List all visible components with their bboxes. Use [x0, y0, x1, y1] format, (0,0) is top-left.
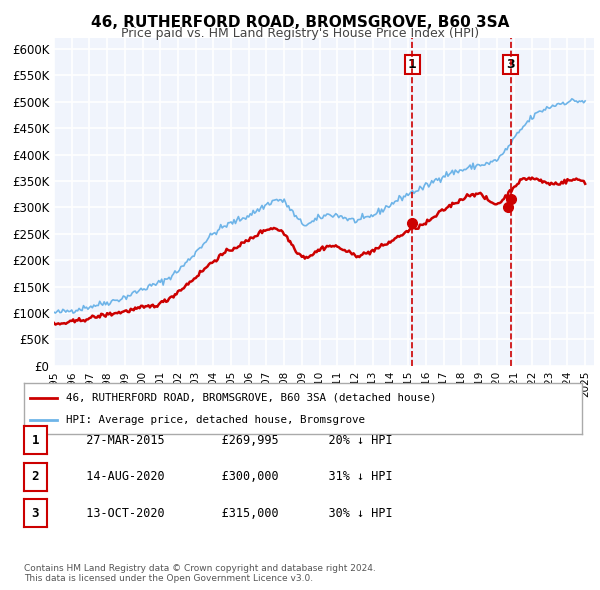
- Text: 14-AUG-2020        £300,000       31% ↓ HPI: 14-AUG-2020 £300,000 31% ↓ HPI: [72, 470, 392, 483]
- Text: 3: 3: [506, 58, 515, 71]
- Text: HPI: Average price, detached house, Bromsgrove: HPI: Average price, detached house, Brom…: [66, 415, 365, 425]
- Text: 1: 1: [32, 434, 39, 447]
- Text: 46, RUTHERFORD ROAD, BROMSGROVE, B60 3SA (detached house): 46, RUTHERFORD ROAD, BROMSGROVE, B60 3SA…: [66, 392, 436, 402]
- Text: 13-OCT-2020        £315,000       30% ↓ HPI: 13-OCT-2020 £315,000 30% ↓ HPI: [72, 507, 392, 520]
- Text: Contains HM Land Registry data © Crown copyright and database right 2024.
This d: Contains HM Land Registry data © Crown c…: [24, 563, 376, 583]
- Text: 3: 3: [32, 507, 39, 520]
- Text: Price paid vs. HM Land Registry's House Price Index (HPI): Price paid vs. HM Land Registry's House …: [121, 27, 479, 40]
- Text: 2: 2: [32, 470, 39, 483]
- Text: 1: 1: [408, 58, 416, 71]
- Text: 46, RUTHERFORD ROAD, BROMSGROVE, B60 3SA: 46, RUTHERFORD ROAD, BROMSGROVE, B60 3SA: [91, 15, 509, 30]
- Text: 27-MAR-2015        £269,995       20% ↓ HPI: 27-MAR-2015 £269,995 20% ↓ HPI: [72, 434, 392, 447]
